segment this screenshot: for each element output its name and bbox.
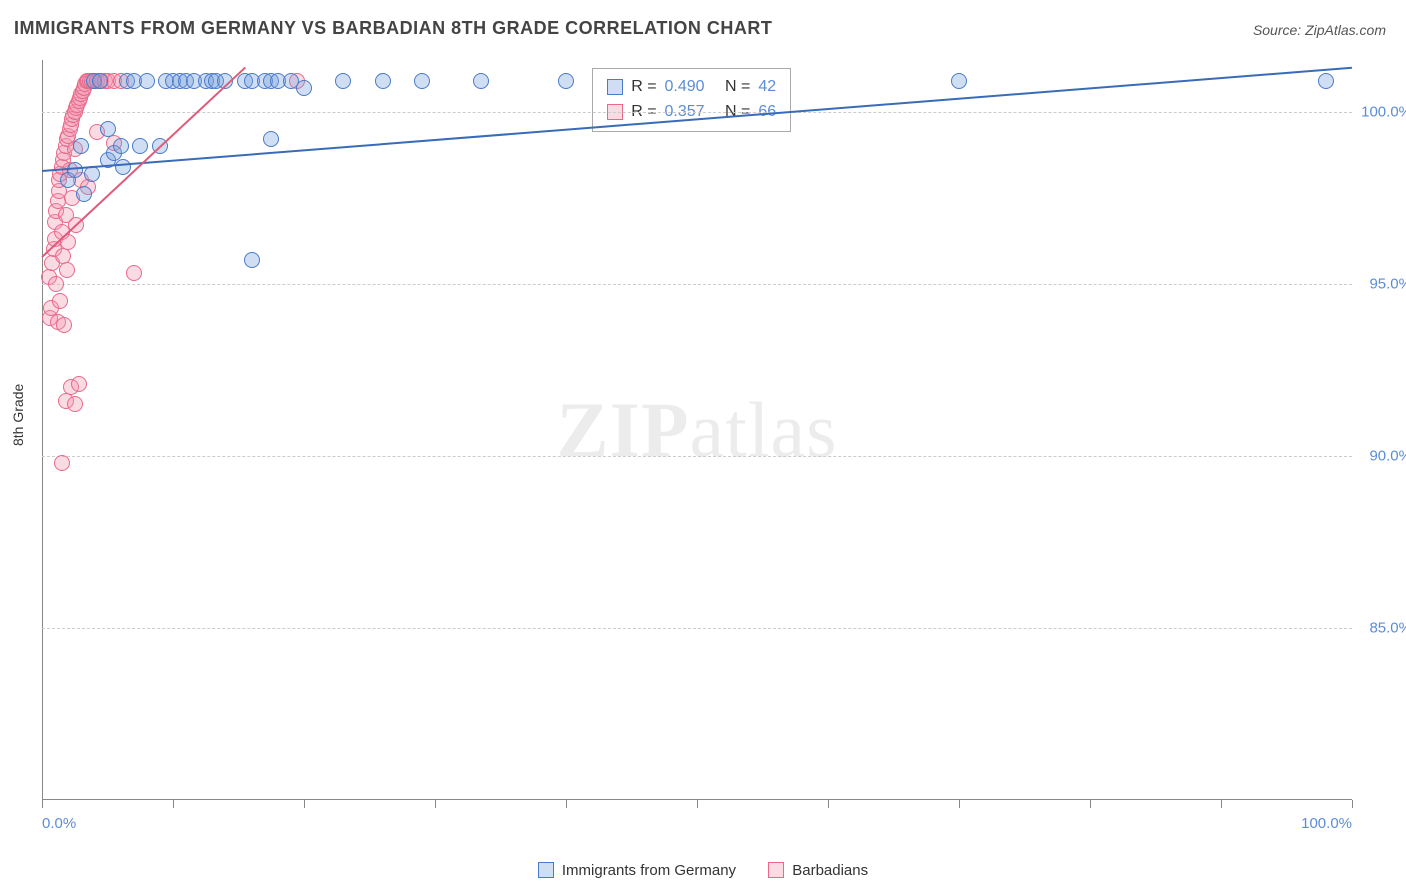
legend-item-pink: Barbadians bbox=[768, 862, 868, 879]
source-label: Source: ZipAtlas.com bbox=[1253, 22, 1386, 38]
x-tick bbox=[1090, 800, 1091, 808]
plot-area: ZIPatlas R = 0.490 N = 42 R = 0.357 N = … bbox=[42, 60, 1352, 800]
legend-pink-label: Barbadians bbox=[792, 862, 868, 879]
x-tick bbox=[959, 800, 960, 808]
legend-row-blue: R = 0.490 N = 42 bbox=[607, 75, 776, 100]
x-tick bbox=[304, 800, 305, 808]
x-tick bbox=[1352, 800, 1353, 808]
pink-point bbox=[52, 293, 68, 309]
x-tick-label: 0.0% bbox=[42, 815, 76, 832]
gridline bbox=[42, 628, 1352, 629]
blue-r-value: 0.490 bbox=[665, 75, 705, 100]
chart-title: IMMIGRANTS FROM GERMANY VS BARBADIAN 8TH… bbox=[14, 18, 772, 39]
blue-point bbox=[67, 162, 83, 178]
x-tick bbox=[566, 800, 567, 808]
x-tick-label: 100.0% bbox=[1301, 815, 1352, 832]
pink-point bbox=[67, 396, 83, 412]
pink-point bbox=[48, 276, 64, 292]
pink-point bbox=[126, 265, 142, 281]
watermark: ZIPatlas bbox=[557, 385, 838, 475]
series-legend: Immigrants from Germany Barbadians bbox=[0, 862, 1406, 883]
blue-point bbox=[414, 73, 430, 89]
y-axis-label: 8th Grade bbox=[10, 384, 26, 446]
n-label: N = bbox=[725, 75, 750, 100]
blue-n-value: 42 bbox=[758, 75, 776, 100]
blue-point bbox=[76, 186, 92, 202]
pink-point bbox=[56, 317, 72, 333]
blue-swatch-icon bbox=[607, 79, 623, 95]
x-tick bbox=[173, 800, 174, 808]
y-tick-label: 100.0% bbox=[1361, 103, 1406, 120]
y-tick-label: 85.0% bbox=[1369, 619, 1406, 636]
x-tick bbox=[42, 800, 43, 808]
pink-point bbox=[59, 262, 75, 278]
correlation-legend: R = 0.490 N = 42 R = 0.357 N = 66 bbox=[592, 68, 791, 132]
gridline bbox=[42, 112, 1352, 113]
blue-point bbox=[375, 73, 391, 89]
blue-point bbox=[139, 73, 155, 89]
blue-point bbox=[100, 121, 116, 137]
pink-point bbox=[71, 376, 87, 392]
gridline bbox=[42, 284, 1352, 285]
x-tick bbox=[435, 800, 436, 808]
gridline bbox=[42, 456, 1352, 457]
blue-point bbox=[73, 138, 89, 154]
blue-point bbox=[335, 73, 351, 89]
legend-item-blue: Immigrants from Germany bbox=[538, 862, 736, 879]
blue-point bbox=[92, 73, 108, 89]
x-tick bbox=[828, 800, 829, 808]
blue-point bbox=[115, 159, 131, 175]
blue-point bbox=[244, 252, 260, 268]
x-tick bbox=[1221, 800, 1222, 808]
blue-point bbox=[132, 138, 148, 154]
blue-point bbox=[296, 80, 312, 96]
blue-swatch-icon bbox=[538, 862, 554, 878]
blue-point bbox=[473, 73, 489, 89]
y-tick-label: 95.0% bbox=[1369, 275, 1406, 292]
r-label: R = bbox=[631, 75, 656, 100]
blue-point bbox=[1318, 73, 1334, 89]
blue-point bbox=[113, 138, 129, 154]
watermark-bold: ZIP bbox=[557, 386, 690, 473]
blue-point bbox=[951, 73, 967, 89]
watermark-rest: atlas bbox=[690, 386, 838, 473]
blue-point bbox=[263, 131, 279, 147]
pink-point bbox=[54, 455, 70, 471]
pink-swatch-icon bbox=[768, 862, 784, 878]
x-tick bbox=[697, 800, 698, 808]
legend-blue-label: Immigrants from Germany bbox=[562, 862, 736, 879]
blue-point bbox=[558, 73, 574, 89]
y-tick-label: 90.0% bbox=[1369, 447, 1406, 464]
